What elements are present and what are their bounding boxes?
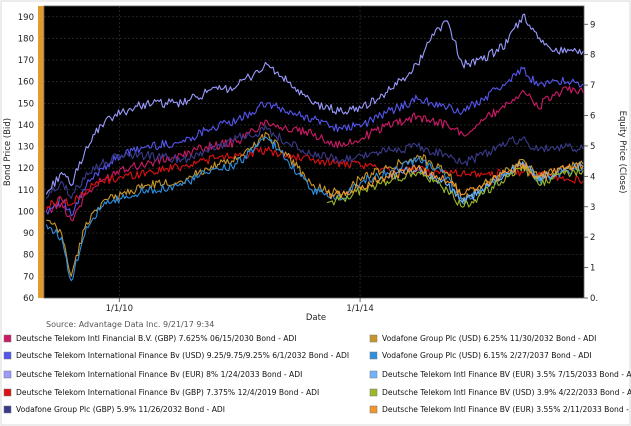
y-tick-label: 60: [23, 294, 34, 304]
x-axis-title: Date: [306, 313, 326, 323]
y2-tick-label: 6: [590, 112, 595, 122]
series-line: [46, 131, 584, 277]
axis-layer: 60 70 80 90 100 110 120 130 140 150 160 170 180 190 0.…: [18, 5, 598, 314]
legend-swatch: [3, 388, 12, 397]
y-tick-label: 160: [18, 78, 34, 88]
series-layer: [45, 13, 584, 282]
legend-label: Deutsche Telekom International Finance B…: [16, 370, 302, 379]
series-line: [45, 85, 584, 222]
y-axis-title: Bond Price (Bid): [3, 118, 13, 186]
y-tick-label: 70: [23, 272, 34, 282]
y2-tick-label: 8: [590, 51, 595, 61]
series-line: [326, 160, 584, 200]
legend-swatch: [369, 370, 378, 379]
y2-tick-label: 3: [590, 203, 595, 213]
legend-swatch: [369, 388, 378, 397]
legend-label: Deutsche Telekom Intl Financial B.V. (GB…: [16, 334, 297, 343]
legend-swatch: [369, 334, 378, 343]
y-tick-label: 170: [18, 56, 34, 66]
legend-label: Deutsche Telekom Intl Finance BV (EUR) 3…: [382, 405, 631, 414]
series-line: [46, 146, 584, 208]
y2-tick-label: 4: [590, 172, 595, 182]
legend-label: Vodafone Group Plc (USD) 6.15% 2/27/2037…: [382, 351, 592, 360]
series-line: [45, 13, 584, 195]
x-tick-label: 1/1/14: [346, 304, 373, 314]
x-tick-label: 1/1/10: [106, 304, 133, 314]
series-line: [386, 160, 584, 204]
series-line: [45, 66, 584, 217]
y2-axis-title: Equity Price (Close): [617, 111, 627, 194]
plot-frame: [43, 5, 585, 299]
y-tick-label: 90: [23, 229, 34, 239]
legend-swatch: [369, 405, 378, 414]
series-line: [326, 165, 584, 208]
legend-swatch: [3, 370, 12, 379]
legend: Deutsche Telekom Intl Financial B.V. (GB…: [3, 334, 631, 414]
y2-tick-label: 9: [590, 20, 595, 30]
series-line: [45, 125, 584, 200]
legend-swatch: [369, 351, 378, 360]
legend-label: Deutsche Telekom Intl Finance BV (USD) 3…: [382, 388, 631, 397]
y-tick-label: 80: [23, 251, 34, 261]
legend-label: Deutsche Telekom International Finance B…: [16, 351, 349, 360]
source-note: Source: Advantage Data Inc. 9/21/17 9:34: [46, 320, 214, 329]
y-tick-label: 110: [18, 186, 34, 196]
y2-tick-label: 2: [590, 233, 595, 243]
y-tick-label: 100: [18, 207, 34, 217]
y-tick-label: 130: [18, 143, 34, 153]
y-tick-label: 150: [18, 99, 34, 109]
legend-swatch: [3, 405, 12, 414]
y2-tick-label: 7: [590, 81, 595, 91]
y2-tick-label: 5: [590, 142, 595, 152]
y-tick-label: 140: [18, 121, 34, 131]
legend-label: Deutsche Telekom International Finance B…: [16, 388, 319, 397]
legend-swatch: [3, 351, 12, 360]
y-tick-label: 190: [18, 13, 34, 23]
y2-tick-label: 1: [590, 264, 595, 274]
y-tick-label: 120: [18, 164, 34, 174]
plot-area: [44, 6, 584, 298]
y2-tick-label: 0.: [590, 294, 598, 304]
legend-swatch: [3, 334, 12, 343]
zoom-handle[interactable]: [38, 6, 44, 298]
legend-label: Vodafone Group Plc (USD) 6.25% 11/30/203…: [382, 334, 596, 343]
grid-layer: [44, 6, 584, 299]
legend-label: Vodafone Group Plc (GBP) 5.9% 11/26/2032…: [16, 405, 225, 414]
y-tick-label: 180: [18, 34, 34, 44]
legend-label: Deutsche Telekom Intl Finance BV (EUR) 3…: [382, 370, 631, 379]
